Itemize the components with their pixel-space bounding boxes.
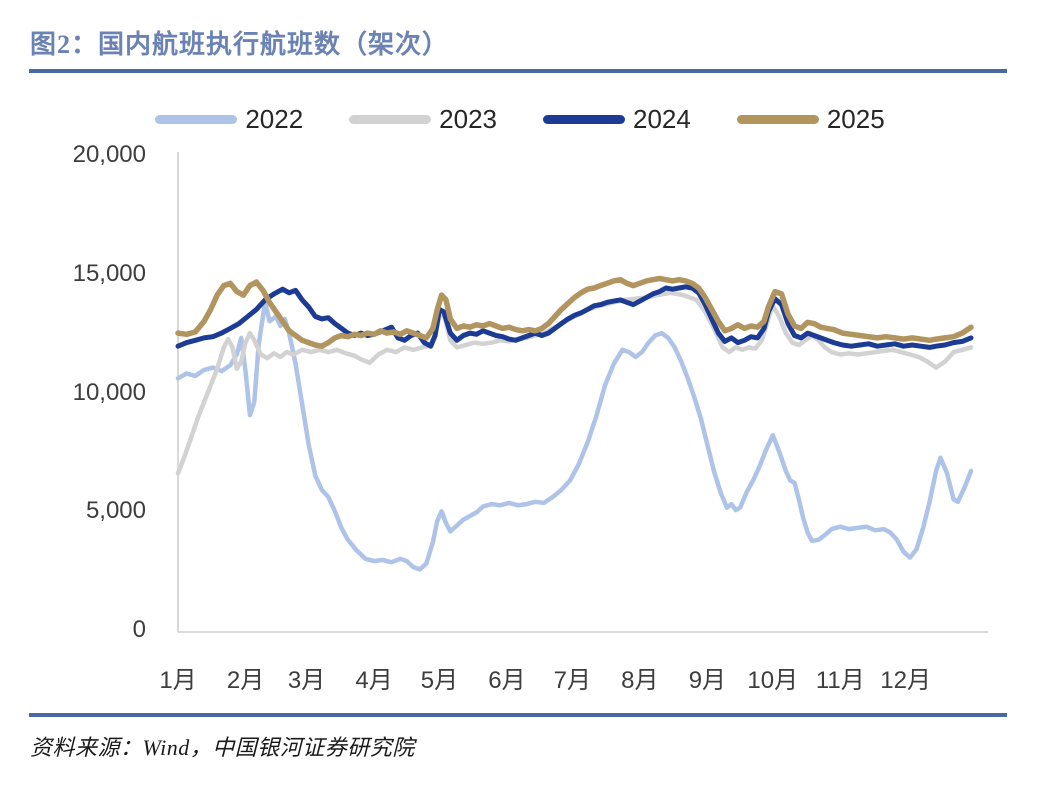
x-tick-label: 8月 <box>621 667 659 694</box>
x-tick-label: 1月 <box>159 667 197 694</box>
legend-label-2022: 2022 <box>245 104 304 134</box>
legend-swatch-2023 <box>349 115 432 124</box>
title-divider-rule <box>29 69 1007 73</box>
legend-item-2025: 2025 <box>736 104 885 135</box>
x-tick-label: 6月 <box>488 667 526 694</box>
series-line-2024 <box>175 284 974 350</box>
page-title: 图2：国内航班执行航班数（架次） <box>30 30 450 59</box>
legend-item-2023: 2023 <box>349 104 497 135</box>
legend-label-2025: 2025 <box>826 104 885 134</box>
y-tick-label: 5,000 <box>85 497 146 525</box>
x-tick-label: 11月 <box>815 667 865 694</box>
x-tick-label: 4月 <box>355 667 393 694</box>
legend-label-2023: 2023 <box>439 104 497 134</box>
x-axis-tick-labels: 1月 2月 3月 4月 5月 6月 7月 8月 9月 10月 11月 12月 <box>0 660 1037 700</box>
legend-swatch-2024 <box>543 115 625 124</box>
x-tick-label: 9月 <box>688 667 727 694</box>
data-source-note: 资料来源：Wind，中国银河证券研究院 <box>30 735 415 760</box>
x-tick-label: 3月 <box>287 667 326 694</box>
legend-label-2024: 2024 <box>633 104 691 134</box>
y-axis-tick-labels: 0 5,000 10,000 15,000 20,000 <box>0 0 146 700</box>
y-tick-label: 15,000 <box>72 259 146 287</box>
legend-swatch-2022 <box>155 115 238 124</box>
x-tick-label: 12月 <box>880 667 931 694</box>
flight-count-line-chart <box>175 152 988 633</box>
legend-swatch-2025 <box>736 115 819 124</box>
y-tick-label: 0 <box>132 616 146 643</box>
y-tick-label: 20,000 <box>72 141 146 168</box>
x-tick-label: 5月 <box>420 667 459 694</box>
x-tick-label: 2月 <box>226 667 265 694</box>
series-line-2025 <box>175 275 974 349</box>
series-line-2022 <box>175 300 974 572</box>
legend-item-2022: 2022 <box>155 104 303 135</box>
x-tick-label: 7月 <box>553 667 591 694</box>
x-tick-label: 10月 <box>747 667 799 694</box>
legend-item-2024: 2024 <box>543 104 691 135</box>
footer-divider-rule <box>29 713 1007 717</box>
y-tick-label: 10,000 <box>72 378 146 406</box>
chart-legend: 2022 2023 2024 2025 <box>120 104 920 135</box>
